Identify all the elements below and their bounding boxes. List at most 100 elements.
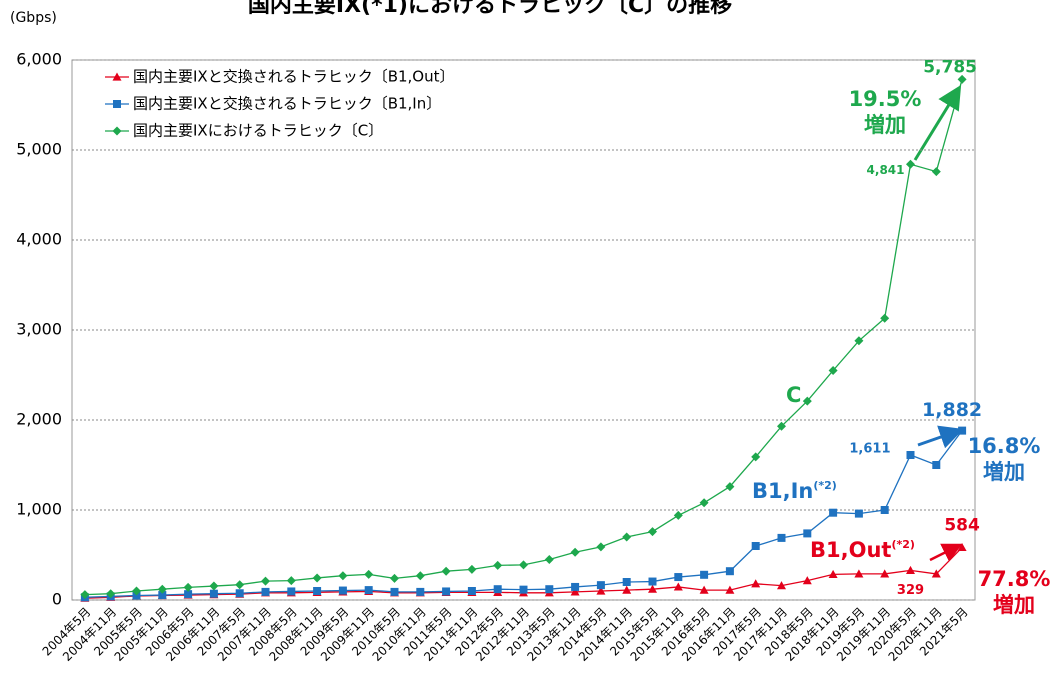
data-label: 329 — [897, 583, 924, 598]
data-label: 1,611 — [849, 442, 890, 457]
data-point — [906, 565, 915, 574]
data-point — [209, 589, 218, 598]
data-point — [467, 587, 476, 595]
annotation: 増加 — [983, 460, 1025, 484]
data-point — [931, 569, 941, 578]
data-point — [390, 587, 399, 596]
data-point — [571, 582, 580, 591]
data-point — [596, 542, 606, 552]
legend-marker — [112, 126, 122, 136]
y-tick-label: 1,000 — [16, 500, 62, 519]
data-point — [880, 313, 890, 323]
annotation: 増加 — [864, 113, 906, 137]
data-point — [725, 567, 734, 576]
data-point — [390, 573, 399, 583]
data-point — [880, 506, 889, 514]
data-point — [313, 587, 322, 595]
data-point — [854, 569, 864, 578]
data-point — [338, 586, 347, 595]
data-point — [777, 421, 786, 431]
data-point — [829, 508, 838, 517]
legend-marker — [113, 100, 121, 108]
legend-label: 国内主要IXと交換されるトラヒック〔B1,In〕 — [133, 95, 441, 113]
data-point — [828, 366, 838, 375]
data-point — [467, 564, 477, 574]
series-label: B1,In(*2) — [752, 479, 837, 503]
data-point — [157, 584, 167, 594]
data-point — [312, 573, 322, 583]
data-point — [493, 560, 503, 570]
data-point — [519, 560, 528, 570]
y-tick-label: 0 — [52, 590, 62, 609]
data-point — [112, 72, 122, 81]
data-point — [648, 527, 657, 537]
data-point — [80, 590, 90, 600]
data-point — [648, 584, 657, 593]
data-point — [622, 532, 632, 542]
y-axis-label: (Gbps) — [10, 10, 57, 26]
data-label: 4,841 — [867, 163, 905, 177]
data-point — [906, 159, 915, 169]
data-point — [751, 452, 761, 462]
data-point — [777, 581, 786, 590]
series-label: C — [786, 383, 801, 407]
data-point — [570, 587, 580, 596]
data-point — [235, 589, 244, 598]
y-tick-label: 2,000 — [16, 410, 62, 429]
data-point — [958, 426, 967, 435]
data-point — [112, 126, 122, 136]
data-point — [235, 580, 245, 590]
arrow — [913, 84, 962, 161]
series-label-text: B1,In — [752, 479, 813, 503]
data-point — [519, 585, 528, 594]
data-point — [286, 576, 296, 586]
data-point — [674, 573, 683, 582]
data-point — [183, 582, 193, 592]
series-label: B1,Out(*2) — [810, 538, 915, 562]
data-point — [287, 587, 296, 596]
data-label: 1,882 — [922, 399, 982, 421]
data-point — [184, 590, 193, 599]
series-label-text: C — [786, 383, 801, 407]
series-label-note: (*2) — [813, 479, 836, 492]
data-point — [158, 591, 167, 600]
data-point — [906, 451, 915, 460]
data-point — [802, 576, 812, 585]
legend-label: 国内主要IXにおけるトラヒック〔C〕 — [133, 122, 383, 140]
data-point — [364, 569, 374, 579]
arrow — [917, 425, 964, 449]
data-point — [209, 581, 219, 591]
data-point — [854, 509, 863, 518]
data-point — [596, 581, 605, 590]
data-point — [699, 585, 709, 594]
data-point — [751, 542, 760, 550]
data-point — [802, 396, 812, 406]
y-tick-label: 4,000 — [16, 230, 62, 249]
data-point — [442, 587, 451, 596]
series-label-text: B1,Out — [810, 538, 891, 562]
data-point — [957, 74, 967, 84]
data-point — [338, 571, 348, 581]
data-point — [415, 571, 425, 581]
data-point — [725, 585, 735, 594]
data-point — [880, 569, 890, 578]
data-point — [777, 533, 786, 542]
data-point — [113, 100, 121, 108]
data-point — [699, 498, 709, 508]
data-point — [622, 585, 632, 594]
data-point — [828, 569, 838, 578]
arrow — [929, 543, 963, 562]
data-label: 584 — [944, 515, 980, 535]
chart-title: 国内主要IX(*1)におけるトラヒック〔C〕の推移 — [248, 0, 732, 18]
data-point — [132, 586, 141, 596]
data-point — [261, 576, 270, 586]
data-point — [364, 586, 373, 595]
legend-label: 国内主要IXと交換されるトラヒック〔B1,Out〕 — [133, 68, 455, 86]
data-point — [106, 589, 116, 599]
data-point — [441, 566, 451, 576]
data-label: 5,785 — [923, 57, 977, 77]
legend-marker — [112, 72, 122, 81]
data-point — [957, 542, 967, 552]
annotation: 77.8% — [978, 567, 1051, 591]
